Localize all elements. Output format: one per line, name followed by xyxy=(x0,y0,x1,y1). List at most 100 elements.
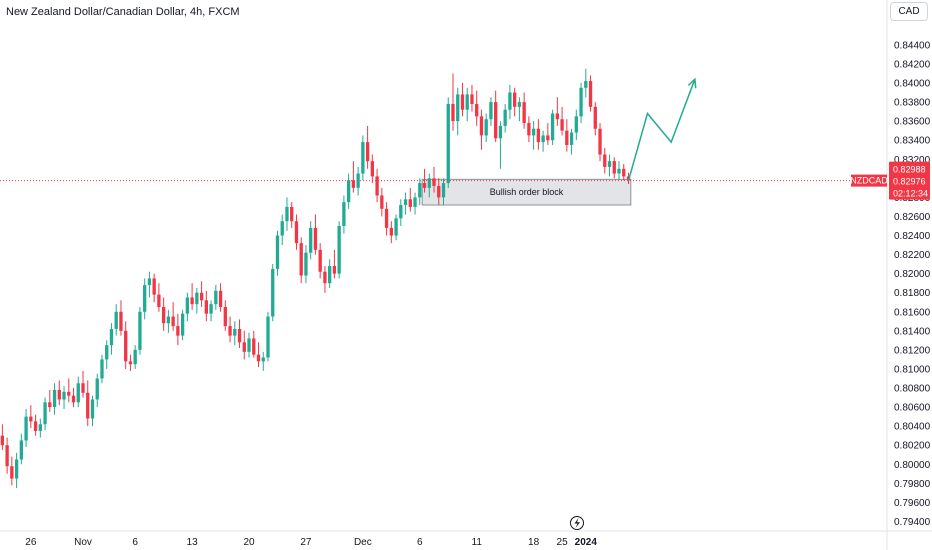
candle xyxy=(100,354,104,384)
candle xyxy=(233,321,237,346)
candle xyxy=(617,161,621,181)
candle-body xyxy=(29,416,33,422)
candle xyxy=(546,123,550,145)
candle xyxy=(555,97,559,126)
candle xyxy=(593,102,597,136)
candle xyxy=(498,121,503,169)
candle-body xyxy=(275,235,280,269)
candle xyxy=(86,380,90,427)
candle-body xyxy=(247,338,251,352)
projection-layer xyxy=(627,77,697,181)
candle xyxy=(588,75,593,112)
candle xyxy=(271,264,275,322)
candle-body xyxy=(451,103,455,122)
candle xyxy=(143,278,147,320)
candle-body xyxy=(441,183,446,198)
candle-body xyxy=(437,185,441,198)
candle-body xyxy=(309,227,313,253)
candle-body xyxy=(356,173,360,188)
candle-body xyxy=(456,94,460,122)
candle-body xyxy=(90,399,95,419)
symbol-badge: NZDCAD xyxy=(850,174,888,187)
candle xyxy=(574,109,578,141)
candle-body xyxy=(569,132,574,145)
candle-body xyxy=(10,466,14,479)
symbol-badge-text: NZDCAD xyxy=(850,176,888,186)
candle-body xyxy=(124,330,128,362)
candle xyxy=(133,345,137,369)
candle xyxy=(147,271,152,298)
time-tick-label: Dec xyxy=(354,537,372,548)
candle-body xyxy=(565,130,569,145)
price-badge: 0.82988 0.82976 02:12:34 xyxy=(889,161,930,200)
candle xyxy=(294,214,299,250)
candle xyxy=(318,243,322,279)
candle xyxy=(475,90,479,126)
candle xyxy=(242,330,246,360)
candle xyxy=(432,166,436,193)
candle-body xyxy=(252,338,256,355)
candle xyxy=(503,103,507,133)
candle xyxy=(375,168,379,203)
candle-body xyxy=(237,328,242,343)
candle-body xyxy=(484,119,488,136)
candle xyxy=(560,106,564,136)
candle xyxy=(261,351,265,371)
candle-body xyxy=(598,128,602,155)
candle xyxy=(309,221,313,260)
candle-body xyxy=(346,180,351,203)
candle-body xyxy=(114,311,118,329)
candle-body xyxy=(460,94,465,110)
candle xyxy=(157,283,161,312)
candle xyxy=(266,311,270,362)
price-tick-label: 0.80600 xyxy=(894,403,931,414)
time-tick-label: Nov xyxy=(74,537,92,548)
time-tick-label: 18 xyxy=(528,537,540,548)
candle xyxy=(95,373,99,408)
candle-body xyxy=(579,87,583,117)
price-tick-label: 0.84000 xyxy=(894,79,931,90)
candle xyxy=(24,408,28,448)
candle xyxy=(62,386,66,409)
candle xyxy=(380,187,384,217)
candle-body xyxy=(332,266,337,274)
currency-button[interactable]: CAD xyxy=(890,2,928,21)
candle xyxy=(280,214,284,246)
lightning-icon[interactable] xyxy=(570,516,584,530)
price-tick-label: 0.81400 xyxy=(894,326,931,337)
candle xyxy=(489,97,493,126)
candle-body xyxy=(138,311,142,350)
candle xyxy=(332,249,337,279)
candle-body xyxy=(351,180,356,188)
candle xyxy=(565,119,569,152)
candle xyxy=(223,300,227,331)
candle xyxy=(323,266,327,293)
candle-body xyxy=(494,102,498,139)
candle xyxy=(451,73,455,131)
candle-body xyxy=(574,116,578,133)
candle xyxy=(313,214,318,255)
time-axis: 26 Nov 6 13 20 27 Dec 6 11 18 25 2024 xyxy=(25,537,597,548)
price-tick-label: 0.80400 xyxy=(894,422,931,433)
price-badge-bg xyxy=(889,161,930,200)
price-tick-label: 0.84400 xyxy=(894,40,931,51)
candle-body xyxy=(100,359,104,379)
candle-body xyxy=(593,106,597,129)
candle-body xyxy=(119,311,123,331)
candle xyxy=(161,297,166,331)
candle-body xyxy=(285,206,289,222)
candle xyxy=(199,281,204,308)
candle xyxy=(569,128,574,155)
candle xyxy=(361,135,365,181)
candle-body xyxy=(294,221,299,244)
candle xyxy=(437,178,441,206)
candle xyxy=(598,123,602,162)
order-block-layer: Bullish order block xyxy=(421,178,632,206)
candle-body xyxy=(403,199,408,206)
candle xyxy=(512,87,517,117)
candle xyxy=(57,380,61,406)
candle xyxy=(33,414,38,436)
candle-body xyxy=(422,183,427,188)
